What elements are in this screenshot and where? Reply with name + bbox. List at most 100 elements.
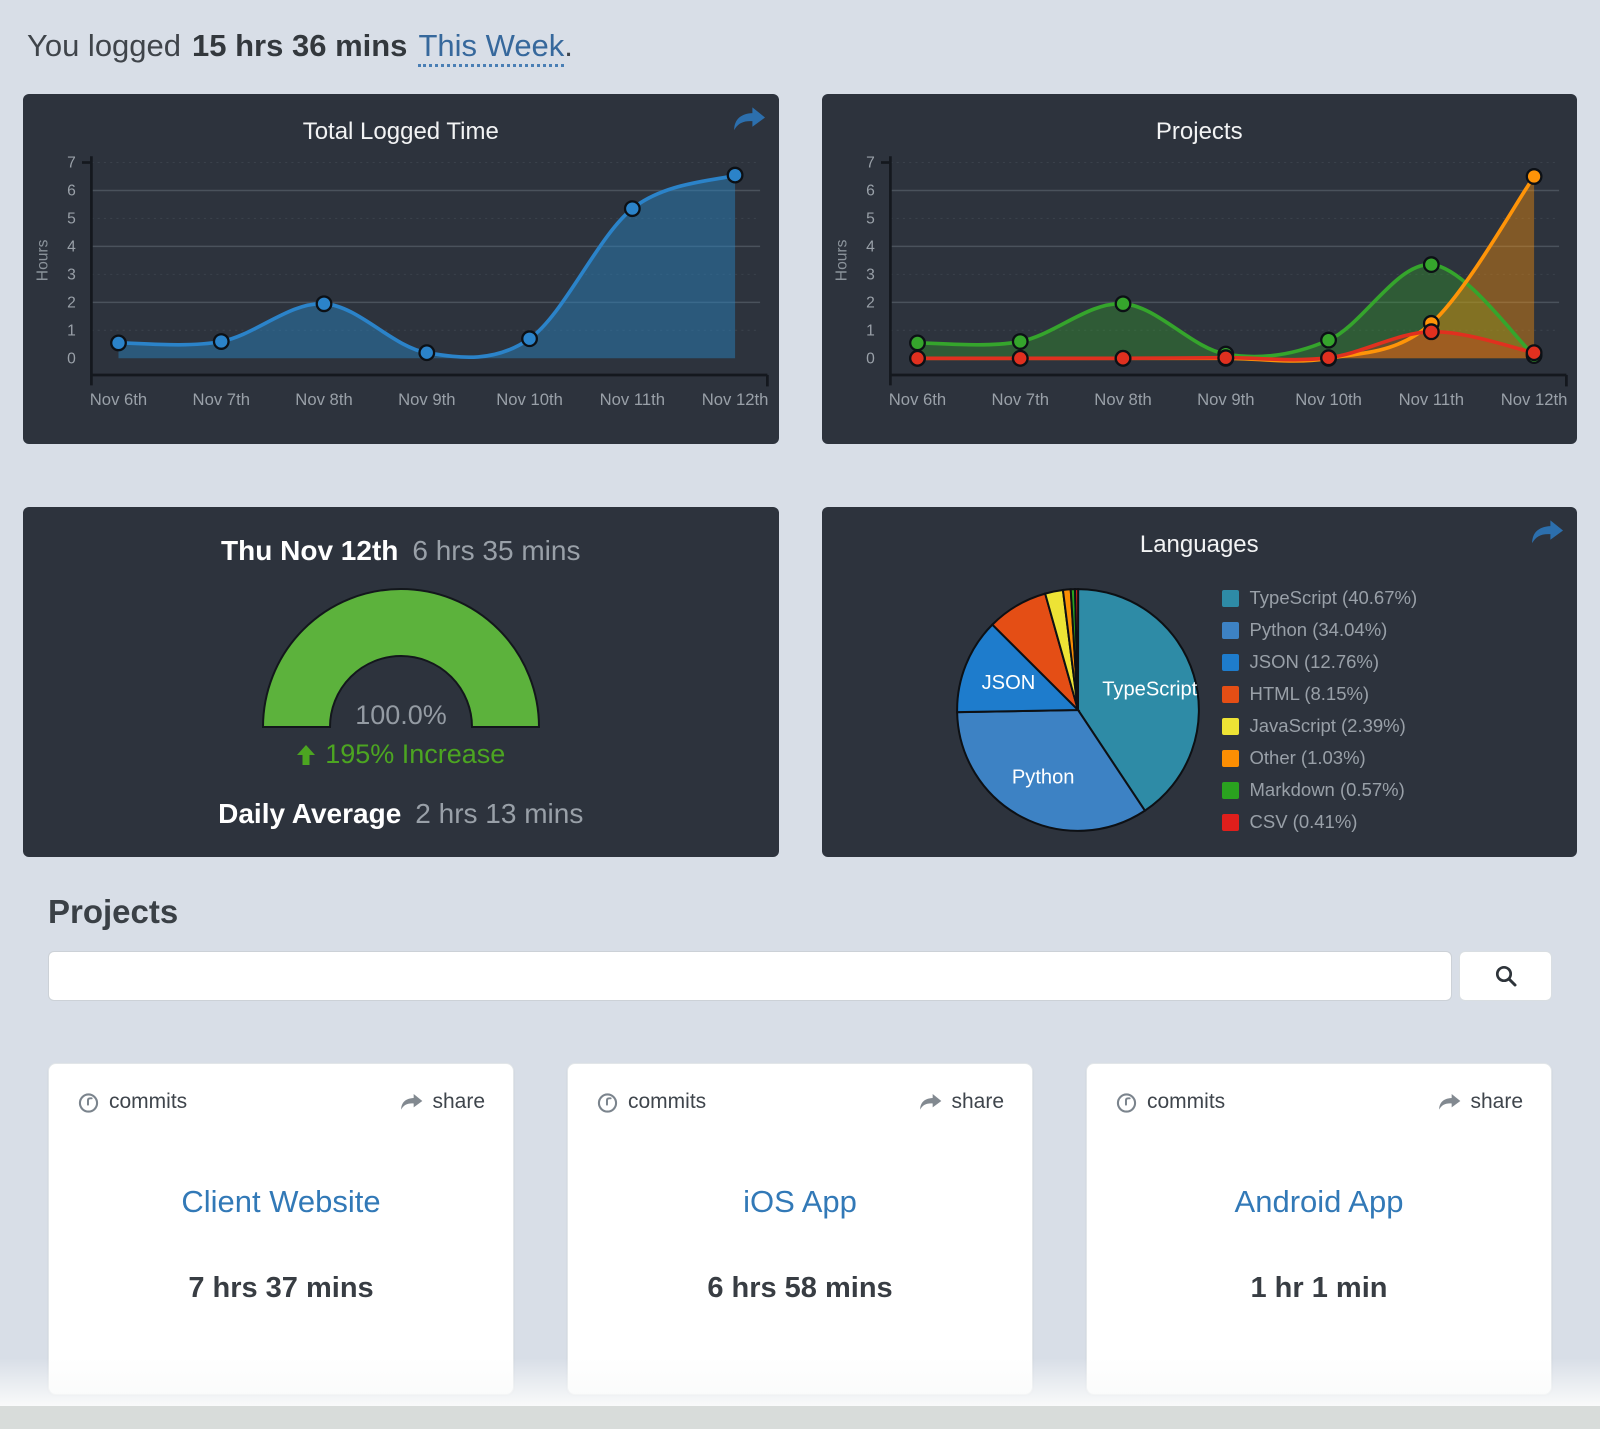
languages-panel: Languages TypeScript Python JSON TypeScrip…	[821, 507, 1577, 857]
gauge-time-logged: 6 hrs 35 mins	[412, 535, 581, 566]
legend-item-json: JSON (12.76%)	[1221, 651, 1418, 673]
increase-indicator: 195% Increase	[31, 739, 771, 770]
svg-text:7: 7	[866, 155, 875, 172]
svg-text:4: 4	[866, 239, 875, 256]
total-logged-time-chart: 0 1 2 3 4 5 6 7 Hours Nov 6th Nov 7th Nov 8th Nov 9t…	[35, 155, 769, 409]
panel-title-total-logged-time: Total Logged Time	[302, 118, 499, 145]
share-label: share	[432, 1090, 485, 1113]
legend-item-javascript: JavaScript (2.39%)	[1221, 715, 1418, 737]
magnifier-icon	[1495, 965, 1516, 987]
svg-text:Nov 7th: Nov 7th	[991, 390, 1048, 409]
commit-icon	[597, 1092, 618, 1113]
legend-swatch	[1221, 621, 1239, 639]
share-link[interactable]: share	[1437, 1090, 1523, 1114]
project-name-link[interactable]: iOS App	[743, 1184, 857, 1219]
svg-text:7: 7	[67, 155, 76, 172]
total-logged-time-panel: Total Logged Time 0 1 2 3 4 5 6 7 Hours Nov 6th No…	[23, 94, 779, 444]
share-arrow-icon[interactable]	[1529, 518, 1564, 546]
svg-text:4: 4	[67, 239, 76, 256]
svg-text:Nov 8th: Nov 8th	[1094, 390, 1151, 409]
svg-text:5: 5	[866, 211, 875, 228]
commits-link[interactable]: commits	[77, 1090, 187, 1114]
card-toolbar: commits share	[568, 1064, 1032, 1114]
project-time: 7 hrs 37 mins	[188, 1272, 374, 1304]
panel-title-projects: Projects	[1155, 118, 1243, 145]
legend-swatch	[1221, 781, 1239, 799]
svg-text:100.0%: 100.0%	[355, 700, 447, 730]
commit-icon	[1116, 1092, 1137, 1113]
svg-text:0: 0	[866, 351, 875, 368]
commit-icon	[78, 1092, 99, 1113]
languages-legend: TypeScript (40.67%) Python (34.04%) JSON (…	[1221, 577, 1418, 843]
legend-label: HTML (8.15%)	[1249, 683, 1370, 704]
legend-item-csv: CSV (0.41%)	[1221, 811, 1418, 833]
svg-text:Nov 9th: Nov 9th	[398, 390, 455, 409]
up-arrow-icon	[297, 744, 316, 765]
footer-strip	[0, 1406, 1600, 1429]
commits-label: commits	[1147, 1090, 1226, 1113]
share-arrow-icon	[1439, 1094, 1461, 1110]
legend-item-html: HTML (8.15%)	[1221, 683, 1418, 705]
legend-swatch	[1221, 813, 1239, 831]
summary-total-time: 15 hrs 36 mins	[192, 28, 408, 63]
share-arrow-icon[interactable]	[731, 105, 766, 133]
svg-text:Nov 12th: Nov 12th	[702, 390, 769, 409]
project-card: commits share Client Website 7 hrs 37 mi…	[48, 1063, 514, 1395]
legend-label: CSV (0.41%)	[1249, 811, 1358, 832]
svg-text:5: 5	[67, 211, 76, 228]
svg-text:Nov 10th: Nov 10th	[1295, 390, 1362, 409]
project-name-link[interactable]: Android App	[1234, 1184, 1404, 1219]
svg-text:Nov 12th: Nov 12th	[1500, 390, 1567, 409]
today-gauge-panel: Thu Nov 12th 6 hrs 35 mins 100.0% 195% In…	[23, 507, 779, 857]
share-link[interactable]: share	[399, 1090, 485, 1114]
share-arrow-icon	[920, 1094, 942, 1110]
this-week-link[interactable]: This Week	[418, 28, 565, 67]
increase-text: 195% Increase	[325, 739, 506, 769]
project-card: commits share iOS App 6 hrs 58 mins	[567, 1063, 1033, 1395]
legend-item-typescript: TypeScript (40.67%)	[1221, 587, 1418, 609]
panel-title-languages: Languages	[1139, 531, 1259, 558]
search-button[interactable]	[1459, 951, 1552, 1001]
daily-average-row: Daily Average 2 hrs 13 mins	[31, 798, 771, 830]
share-label: share	[951, 1090, 1004, 1113]
projects-section-heading: Projects	[48, 893, 179, 930]
gauge-date: Thu Nov 12th	[221, 535, 399, 566]
svg-text:Python: Python	[1011, 766, 1074, 788]
svg-text:TypeScript: TypeScript	[1102, 678, 1197, 700]
project-card: commits share Android App 1 hr 1 min	[1086, 1063, 1552, 1395]
card-toolbar: commits share	[1087, 1064, 1551, 1114]
summary-suffix: .	[564, 28, 573, 63]
svg-text:2: 2	[866, 295, 875, 312]
legend-label: JSON (12.76%)	[1249, 651, 1380, 672]
project-search-bar	[48, 951, 1552, 1001]
dashboard-grid: Total Logged Time 0 1 2 3 4 5 6 7 Hours Nov 6th No…	[23, 94, 1577, 857]
summary-prefix: You logged	[27, 28, 182, 63]
card-toolbar: commits share	[49, 1064, 513, 1114]
share-link[interactable]: share	[918, 1090, 1004, 1114]
legend-item-other: Other (1.03%)	[1221, 747, 1418, 769]
legend-item-python: Python (34.04%)	[1221, 619, 1418, 641]
legend-label: TypeScript (40.67%)	[1249, 587, 1418, 608]
legend-label: Other (1.03%)	[1249, 747, 1366, 768]
svg-text:Nov 11th: Nov 11th	[600, 390, 665, 409]
legend-swatch	[1221, 749, 1239, 767]
commits-link[interactable]: commits	[1115, 1090, 1225, 1114]
svg-text:Nov 9th: Nov 9th	[1197, 390, 1254, 409]
project-name-link[interactable]: Client Website	[181, 1184, 381, 1219]
svg-text:2: 2	[67, 295, 76, 312]
commits-link[interactable]: commits	[596, 1090, 706, 1114]
languages-body: TypeScript Python JSON TypeScript (40.67%)…	[830, 563, 1570, 857]
svg-text:Nov 6th: Nov 6th	[888, 390, 945, 409]
svg-text:Hours: Hours	[35, 239, 52, 281]
projects-chart-panel: Projects 0 1 2 3 4 5 6 7 Hours Nov 6th Nov 7th Nov …	[821, 94, 1577, 444]
daily-average-value: 2 hrs 13 mins	[415, 798, 584, 829]
svg-text:JSON: JSON	[981, 672, 1035, 694]
legend-label: Python (34.04%)	[1249, 619, 1388, 640]
svg-text:1: 1	[67, 323, 76, 340]
svg-text:1: 1	[866, 323, 875, 340]
project-search-input[interactable]	[48, 951, 1452, 1001]
svg-text:6: 6	[67, 183, 76, 200]
summary-heading: You logged 15 hrs 36 mins This Week.	[27, 28, 1600, 67]
commits-label: commits	[109, 1090, 188, 1113]
